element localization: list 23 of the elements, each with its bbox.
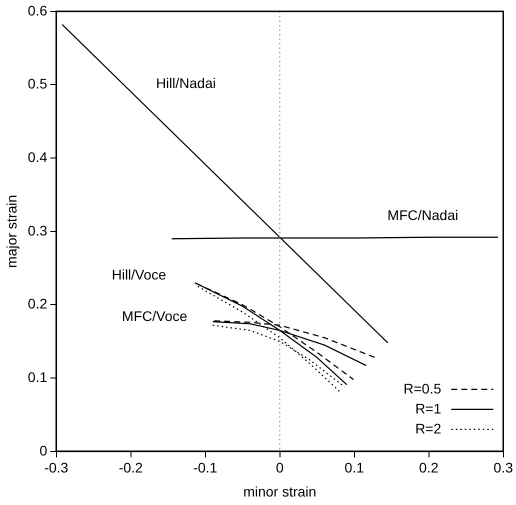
x-tick-label: 0.2 [419, 460, 439, 476]
y-axis-title: major strain [3, 194, 20, 268]
annotation: Hill/Nadai [156, 74, 216, 91]
y-tick-label: 0.3 [28, 222, 48, 238]
x-tick-label: -0.3 [44, 460, 69, 476]
y-tick-label: 0.1 [28, 368, 48, 385]
annotation: Hill/Voce [112, 266, 166, 282]
y-tick-label: 0 [39, 442, 48, 458]
annotation: MFC/Nadai [387, 206, 458, 223]
annotation: MFC/Voce [122, 308, 188, 324]
y-tick-label: 0.4 [28, 148, 48, 165]
y-tick-label: 0.6 [28, 2, 48, 18]
legend-label: R=2 [415, 420, 442, 436]
x-tick-label: -0.1 [193, 460, 218, 476]
legend-label: R=1 [415, 400, 442, 416]
x-tick-label: 0 [276, 460, 284, 476]
x-tick-label: 0.3 [494, 460, 514, 476]
y-tick-label: 0.5 [28, 76, 48, 92]
y-tick-label: 0.2 [28, 296, 48, 312]
x-tick-label: 0.1 [344, 460, 364, 476]
legend-label: R=0.5 [404, 380, 442, 396]
x-tick-label: -0.2 [118, 460, 144, 476]
x-axis-title: minor strain [243, 483, 316, 500]
